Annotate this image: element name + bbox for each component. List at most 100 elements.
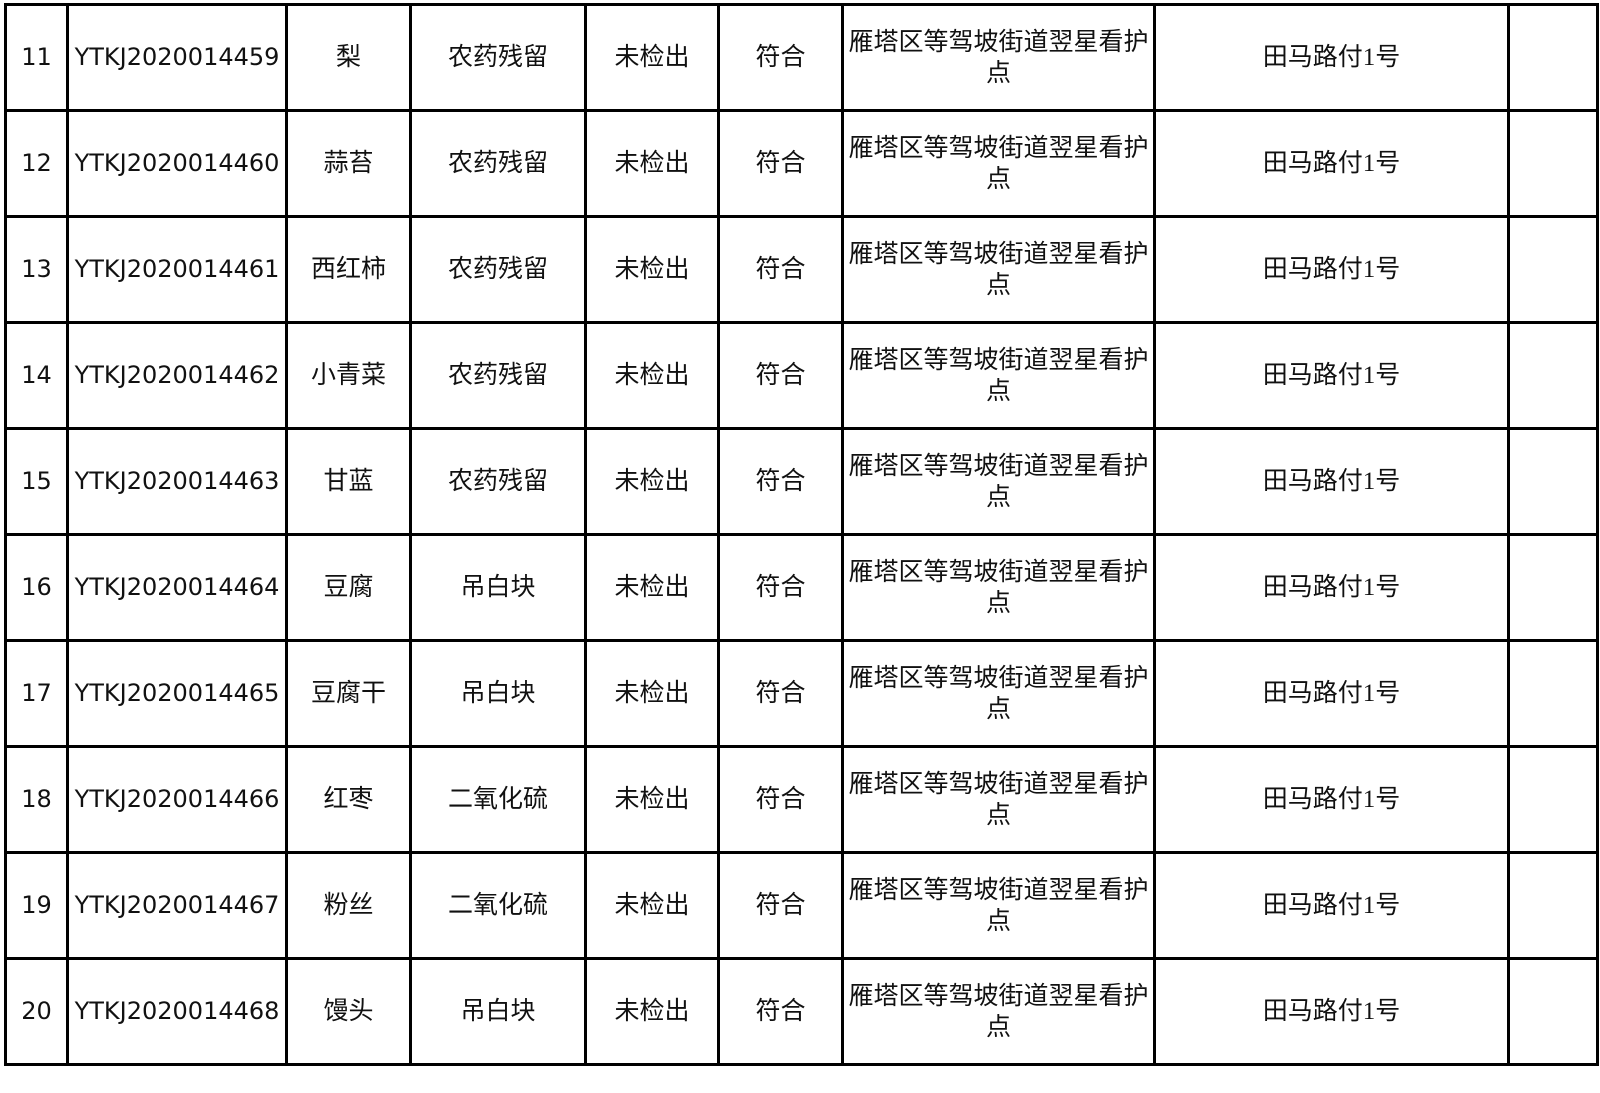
cell-sample-name: 馒头 (285, 957, 412, 1066)
cell-test-item: 吊白块 (409, 639, 587, 748)
cell-sample-code: YTKJ2020014459 (66, 3, 288, 112)
cell-test-item: 农药残留 (409, 427, 587, 536)
cell-remark (1507, 957, 1599, 1066)
cell-test-item: 农药残留 (409, 109, 587, 218)
cell-row-number: 13 (4, 215, 69, 324)
cell-test-item: 二氧化硫 (409, 745, 587, 854)
cell-address: 田马路付1号 (1153, 957, 1510, 1066)
cell-address: 田马路付1号 (1153, 745, 1510, 854)
cell-sample-code: YTKJ2020014462 (66, 321, 288, 430)
cell-sample-code: YTKJ2020014464 (66, 533, 288, 642)
inspection-results-table: 11 YTKJ2020014459 梨农药残留 未检出 符合 雁塔区等驾坡街道翌星看护点田… (4, 3, 1599, 1066)
cell-remark (1507, 3, 1599, 112)
cell-test-result: 未检出 (584, 427, 720, 536)
table-row: 15 YTKJ2020014463 甘蓝 农药残留 未检出 符合 雁塔区等驾坡街道翌星看护点… (4, 427, 1599, 536)
cell-verdict: 符合 (717, 639, 844, 748)
cell-test-result: 未检出 (584, 957, 720, 1066)
cell-sample-name: 梨 (285, 3, 412, 112)
cell-sample-name: 蒜苔 (285, 109, 412, 218)
cell-test-result: 未检出 (584, 745, 720, 854)
cell-sample-code: YTKJ2020014467 (66, 851, 288, 960)
cell-test-item: 农药残留 (409, 3, 587, 112)
cell-sampling-location: 雁塔区等驾坡街道翌星看护点 (841, 321, 1156, 430)
cell-row-number: 17 (4, 639, 69, 748)
cell-remark (1507, 215, 1599, 324)
cell-row-number: 20 (4, 957, 69, 1066)
cell-remark (1507, 533, 1599, 642)
cell-sample-code: YTKJ2020014460 (66, 109, 288, 218)
table-row: 17 YTKJ2020014465 豆腐干 吊白块 未检出 符合 雁塔区等驾坡街道翌星看护点… (4, 639, 1599, 748)
cell-address: 田马路付1号 (1153, 109, 1510, 218)
cell-sampling-location: 雁塔区等驾坡街道翌星看护点 (841, 957, 1156, 1066)
cell-address: 田马路付1号 (1153, 321, 1510, 430)
cell-test-result: 未检出 (584, 215, 720, 324)
table-row: 13 YTKJ2020014461 西红柿 农药残留 未检出 符合 雁塔区等驾坡街道翌星看护… (4, 215, 1599, 324)
table-row: 12 YTKJ2020014460 蒜苔 农药残留 未检出 符合 雁塔区等驾坡街道翌星看护点… (4, 109, 1599, 218)
cell-verdict: 符合 (717, 215, 844, 324)
cell-remark (1507, 321, 1599, 430)
cell-sample-code: YTKJ2020014465 (66, 639, 288, 748)
cell-address: 田马路付1号 (1153, 3, 1510, 112)
cell-row-number: 11 (4, 3, 69, 112)
cell-verdict: 符合 (717, 3, 844, 112)
cell-verdict: 符合 (717, 957, 844, 1066)
cell-sample-name: 小青菜 (285, 321, 412, 430)
cell-address: 田马路付1号 (1153, 427, 1510, 536)
cell-sample-code: YTKJ2020014468 (66, 957, 288, 1066)
cell-verdict: 符合 (717, 427, 844, 536)
cell-test-result: 未检出 (584, 639, 720, 748)
table-row: 14 YTKJ2020014462 小青菜 农药残留 未检出 符合 雁塔区等驾坡街道翌星看护… (4, 321, 1599, 430)
table-row: 18 YTKJ2020014466 红枣 二氧化硫 未检出 符合 雁塔区等驾坡街道翌星看护点… (4, 745, 1599, 854)
cell-test-result: 未检出 (584, 109, 720, 218)
cell-sample-name: 西红柿 (285, 215, 412, 324)
cell-remark (1507, 745, 1599, 854)
cell-row-number: 18 (4, 745, 69, 854)
cell-address: 田马路付1号 (1153, 851, 1510, 960)
cell-sample-code: YTKJ2020014461 (66, 215, 288, 324)
cell-sample-code: YTKJ2020014463 (66, 427, 288, 536)
cell-verdict: 符合 (717, 745, 844, 854)
cell-sampling-location: 雁塔区等驾坡街道翌星看护点 (841, 3, 1156, 112)
cell-verdict: 符合 (717, 321, 844, 430)
table-row: 16 YTKJ2020014464 豆腐 吊白块 未检出 符合 雁塔区等驾坡街道翌星看护点田… (4, 533, 1599, 642)
cell-sample-name: 豆腐干 (285, 639, 412, 748)
cell-sampling-location: 雁塔区等驾坡街道翌星看护点 (841, 533, 1156, 642)
cell-verdict: 符合 (717, 851, 844, 960)
cell-sampling-location: 雁塔区等驾坡街道翌星看护点 (841, 639, 1156, 748)
cell-remark (1507, 427, 1599, 536)
cell-sample-code: YTKJ2020014466 (66, 745, 288, 854)
cell-sample-name: 红枣 (285, 745, 412, 854)
cell-sample-name: 豆腐 (285, 533, 412, 642)
cell-verdict: 符合 (717, 533, 844, 642)
cell-sampling-location: 雁塔区等驾坡街道翌星看护点 (841, 215, 1156, 324)
cell-address: 田马路付1号 (1153, 215, 1510, 324)
cell-row-number: 15 (4, 427, 69, 536)
cell-row-number: 16 (4, 533, 69, 642)
cell-row-number: 19 (4, 851, 69, 960)
table-row: 19 YTKJ2020014467 粉丝 二氧化硫 未检出 符合 雁塔区等驾坡街道翌星看护点… (4, 851, 1599, 960)
cell-test-result: 未检出 (584, 3, 720, 112)
cell-sampling-location: 雁塔区等驾坡街道翌星看护点 (841, 427, 1156, 536)
cell-remark (1507, 851, 1599, 960)
cell-test-item: 二氧化硫 (409, 851, 587, 960)
cell-address: 田马路付1号 (1153, 639, 1510, 748)
cell-test-item: 农药残留 (409, 215, 587, 324)
table-row: 11 YTKJ2020014459 梨农药残留 未检出 符合 雁塔区等驾坡街道翌星看护点田… (4, 3, 1599, 112)
cell-test-item: 吊白块 (409, 957, 587, 1066)
table-row: 20 YTKJ2020014468 馒头 吊白块 未检出 符合 雁塔区等驾坡街道翌星看护点田… (4, 957, 1599, 1066)
cell-test-item: 吊白块 (409, 533, 587, 642)
cell-verdict: 符合 (717, 109, 844, 218)
cell-sample-name: 粉丝 (285, 851, 412, 960)
cell-remark (1507, 639, 1599, 748)
cell-test-result: 未检出 (584, 533, 720, 642)
cell-sampling-location: 雁塔区等驾坡街道翌星看护点 (841, 109, 1156, 218)
cell-remark (1507, 109, 1599, 218)
cell-address: 田马路付1号 (1153, 533, 1510, 642)
cell-sampling-location: 雁塔区等驾坡街道翌星看护点 (841, 851, 1156, 960)
cell-row-number: 14 (4, 321, 69, 430)
cell-test-item: 农药残留 (409, 321, 587, 430)
cell-test-result: 未检出 (584, 321, 720, 430)
cell-test-result: 未检出 (584, 851, 720, 960)
cell-sample-name: 甘蓝 (285, 427, 412, 536)
cell-row-number: 12 (4, 109, 69, 218)
